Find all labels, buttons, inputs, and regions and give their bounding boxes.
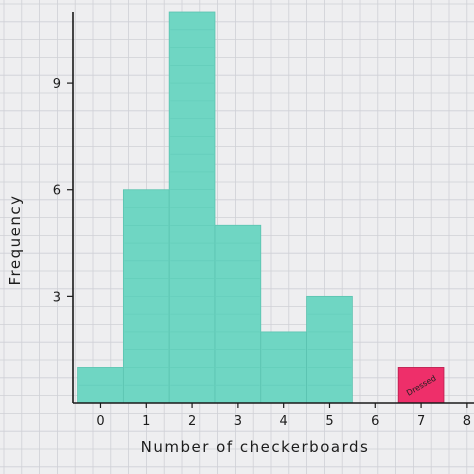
x-tick-label-2: 2	[188, 414, 196, 429]
x-tick-label-8: 8	[463, 414, 471, 429]
x-tick-label-5: 5	[325, 414, 333, 429]
y-tick-label-3: 3	[53, 290, 61, 305]
x-tick-label-7: 7	[417, 414, 425, 429]
x-tick-label-0: 0	[96, 414, 104, 429]
x-tick-label-1: 1	[142, 414, 150, 429]
x-tick-label-3: 3	[234, 414, 242, 429]
x-tick-label-4: 4	[280, 414, 288, 429]
x-axis-title: Number of checkerboards	[141, 438, 370, 456]
y-tick-labels: 3 6 9	[53, 77, 73, 305]
y-tick-label-6: 6	[53, 184, 61, 199]
y-tick-label-9: 9	[53, 77, 61, 92]
x-tick-labels: 0 1 2 3 4 5 6 7 8	[96, 403, 471, 429]
bars-group: Dressed	[77, 11, 445, 404]
axes-group	[72, 12, 474, 404]
highlight-bar-7	[397, 367, 445, 404]
x-tick-label-6: 6	[371, 414, 379, 429]
y-axis-title: Frequency	[6, 195, 24, 286]
